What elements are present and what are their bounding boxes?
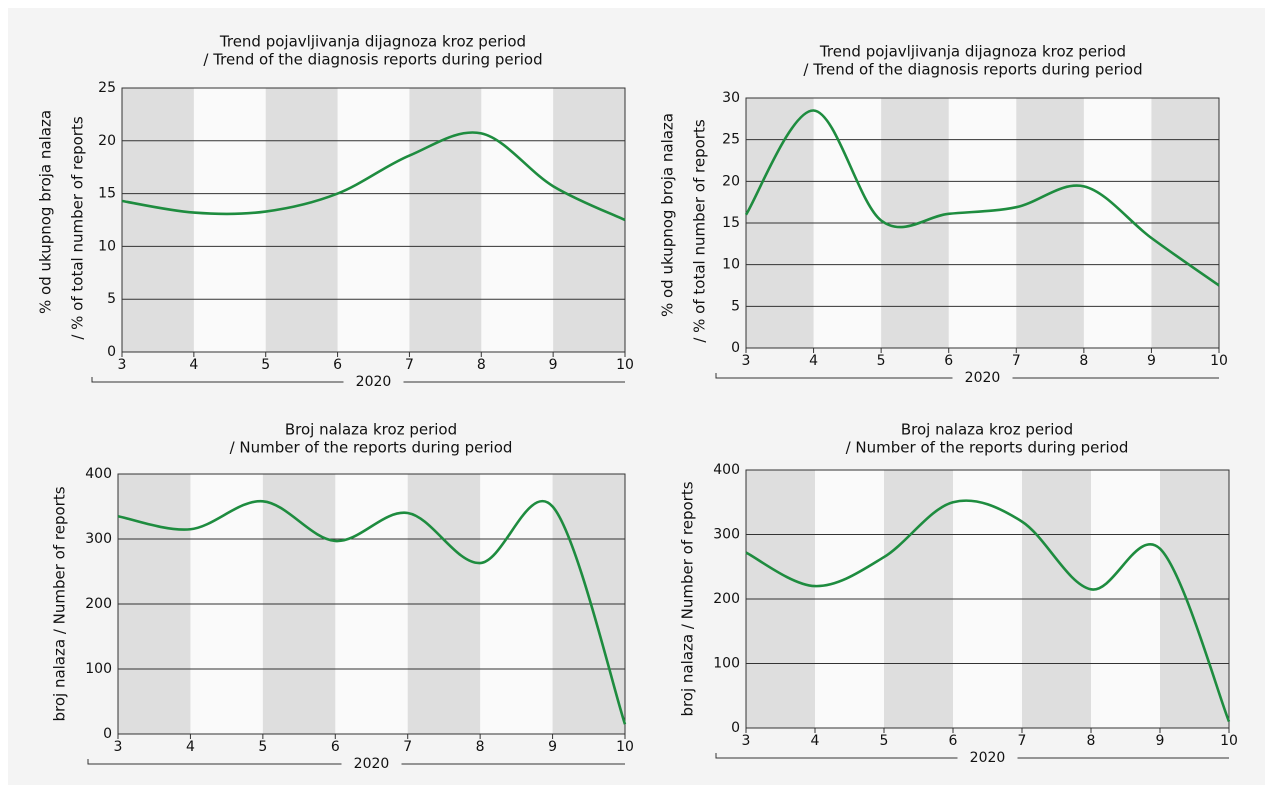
y-axis-label: % od ukupnog broja nalaza bbox=[37, 110, 55, 314]
y-tick-label: 200 bbox=[85, 596, 112, 612]
y-tick-label: 100 bbox=[85, 661, 112, 677]
y-tick-label: 300 bbox=[85, 531, 112, 547]
x-tick-label: 10 bbox=[616, 739, 634, 755]
x-tick-label: 3 bbox=[114, 739, 123, 755]
x-axis-label: 2020 bbox=[356, 374, 392, 390]
y-tick-label: 300 bbox=[713, 527, 740, 543]
chart-title: Broj nalaza kroz period bbox=[285, 421, 457, 439]
x-axis-label: 2020 bbox=[970, 750, 1006, 766]
plot-frame bbox=[745, 97, 1220, 349]
x-tick-label: 3 bbox=[742, 353, 751, 369]
x-tick-label: 4 bbox=[809, 353, 818, 369]
chart-title: / Number of the reports during period bbox=[846, 439, 1129, 457]
chart-title: / Trend of the diagnosis reports during … bbox=[803, 61, 1142, 79]
year-bracket bbox=[715, 753, 1229, 759]
y-tick-label: 100 bbox=[713, 656, 740, 672]
x-tick-label: 4 bbox=[186, 739, 195, 755]
x-tick-label: 7 bbox=[405, 357, 414, 373]
y-tick-label: 0 bbox=[107, 344, 116, 360]
band bbox=[553, 88, 625, 352]
y-tick-label: 20 bbox=[98, 133, 116, 149]
band bbox=[409, 88, 482, 352]
y-tick-label: 0 bbox=[731, 340, 740, 356]
data-line bbox=[745, 499, 1231, 723]
x-tick-label: 5 bbox=[880, 733, 889, 749]
plot-frame bbox=[117, 473, 626, 735]
y-tick-label: 10 bbox=[722, 257, 740, 273]
x-tick-label: 10 bbox=[1220, 733, 1238, 749]
x-tick-label: 9 bbox=[1147, 353, 1156, 369]
year-bracket bbox=[91, 377, 625, 383]
y-tick-label: 5 bbox=[107, 291, 116, 307]
y-tick-label: 15 bbox=[722, 215, 740, 231]
x-tick-label: 8 bbox=[1087, 733, 1096, 749]
chart-title: Trend pojavljivanja dijagnoza kroz perio… bbox=[219, 33, 526, 51]
x-tick-label: 6 bbox=[333, 357, 342, 373]
band bbox=[122, 88, 194, 352]
x-tick-label: 6 bbox=[949, 733, 958, 749]
x-tick-label: 3 bbox=[742, 733, 751, 749]
plot-area bbox=[122, 88, 625, 352]
x-tick-label: 8 bbox=[476, 739, 485, 755]
y-tick-label: 5 bbox=[731, 298, 740, 314]
y-tick-label: 20 bbox=[722, 173, 740, 189]
y-axis-label: broj nalaza / Number of reports bbox=[679, 481, 697, 716]
chart-title: Trend pojavljivanja dijagnoza kroz perio… bbox=[819, 43, 1126, 61]
y-axis-label: % od ukupnog broja nalaza bbox=[659, 113, 677, 317]
y-tick-label: 30 bbox=[722, 90, 740, 106]
x-tick-label: 3 bbox=[118, 357, 127, 373]
x-axis-label: 2020 bbox=[965, 370, 1001, 386]
data-line bbox=[744, 109, 1220, 287]
x-tick-label: 4 bbox=[189, 357, 198, 373]
x-tick-label: 7 bbox=[403, 739, 412, 755]
y-tick-label: 0 bbox=[731, 720, 740, 736]
x-tick-label: 5 bbox=[877, 353, 886, 369]
y-axis-label: / % of total number of reports bbox=[69, 116, 87, 339]
y-tick-label: 400 bbox=[713, 462, 740, 478]
y-tick-label: 25 bbox=[722, 132, 740, 148]
y-tick-label: 25 bbox=[98, 80, 116, 96]
x-tick-label: 5 bbox=[258, 739, 267, 755]
x-tick-label: 6 bbox=[944, 353, 953, 369]
chart-title: Broj nalaza kroz period bbox=[901, 421, 1073, 439]
y-tick-label: 15 bbox=[98, 186, 116, 202]
x-tick-label: 6 bbox=[331, 739, 340, 755]
x-tick-label: 9 bbox=[1156, 733, 1165, 749]
chart-title: / Number of the reports during period bbox=[230, 439, 513, 457]
x-tick-label: 9 bbox=[548, 739, 557, 755]
x-tick-label: 7 bbox=[1012, 353, 1021, 369]
year-bracket bbox=[715, 373, 1219, 379]
y-tick-label: 10 bbox=[98, 238, 116, 254]
x-tick-label: 10 bbox=[1210, 353, 1228, 369]
y-tick-label: 400 bbox=[85, 466, 112, 482]
x-tick-label: 7 bbox=[1018, 733, 1027, 749]
chart-title: / Trend of the diagnosis reports during … bbox=[203, 51, 542, 69]
year-bracket bbox=[87, 759, 625, 765]
data-line bbox=[117, 499, 627, 725]
band bbox=[265, 88, 338, 352]
x-tick-label: 8 bbox=[1079, 353, 1088, 369]
x-tick-label: 9 bbox=[549, 357, 558, 373]
x-tick-label: 5 bbox=[261, 357, 270, 373]
data-line bbox=[121, 131, 626, 222]
plot-frame bbox=[745, 469, 1230, 729]
y-axis-label: / % of total number of reports bbox=[691, 119, 709, 342]
x-tick-label: 10 bbox=[616, 357, 634, 373]
x-tick-label: 8 bbox=[477, 357, 486, 373]
y-tick-label: 200 bbox=[713, 591, 740, 607]
x-axis-label: 2020 bbox=[354, 756, 390, 772]
x-tick-label: 4 bbox=[811, 733, 820, 749]
y-axis-label: broj nalaza / Number of reports bbox=[51, 486, 69, 721]
y-tick-label: 0 bbox=[103, 726, 112, 742]
